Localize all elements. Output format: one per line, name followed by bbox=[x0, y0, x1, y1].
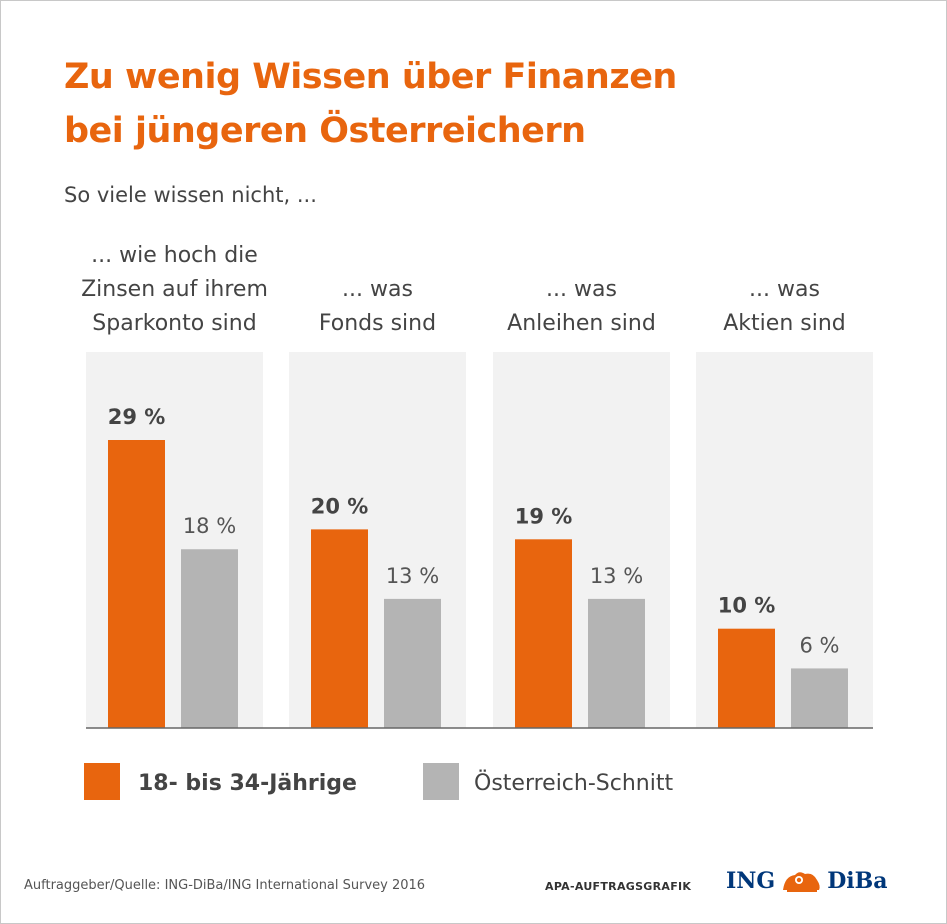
chart-title: Zu wenig Wissen über Finanzen bei jünger… bbox=[64, 50, 904, 158]
data-label: 20 % bbox=[311, 494, 369, 518]
legend-swatch-average bbox=[423, 763, 459, 800]
chart-subtitle: So viele wissen nicht, ... bbox=[64, 183, 317, 207]
bar-young bbox=[108, 440, 165, 728]
category-label: ... was bbox=[546, 277, 617, 302]
category-label: ... was bbox=[342, 277, 413, 302]
category-label: Fonds sind bbox=[319, 311, 436, 336]
bar-young bbox=[515, 539, 572, 728]
data-label: 19 % bbox=[515, 504, 573, 528]
data-label: 18 % bbox=[183, 514, 236, 538]
bar-average bbox=[384, 598, 441, 728]
category-label: Aktien sind bbox=[723, 311, 845, 336]
legend-swatch-young bbox=[84, 763, 120, 800]
category-label: ... wie hoch die bbox=[91, 243, 258, 268]
data-label: 6 % bbox=[800, 633, 840, 657]
bar-young bbox=[718, 628, 775, 728]
category-label: Anleihen sind bbox=[507, 311, 656, 336]
category-label: ... was bbox=[749, 277, 820, 302]
category-label: Sparkonto sind bbox=[92, 311, 256, 336]
source-note: Auftraggeber/Quelle: ING-DiBa/ING Intern… bbox=[24, 878, 426, 893]
data-label: 13 % bbox=[386, 564, 439, 588]
bar-average bbox=[588, 598, 645, 728]
ing-diba-logo: ING DiBa bbox=[726, 866, 888, 896]
data-label: 29 % bbox=[108, 405, 166, 429]
data-label: 10 % bbox=[718, 594, 776, 618]
title-line-1: Zu wenig Wissen über Finanzen bbox=[64, 57, 677, 97]
bar-average bbox=[181, 549, 238, 728]
bar-young bbox=[311, 529, 368, 728]
title-line-2: bei jüngeren Österreichern bbox=[64, 111, 586, 151]
bar-chart: ... wie hoch die Zinsen auf ihrem Sparkont… bbox=[81, 243, 873, 800]
logo-text-left: ING bbox=[726, 868, 776, 894]
credit-note: APA-AUFTRAGSGRAFIK bbox=[545, 880, 692, 893]
lion-icon bbox=[783, 872, 820, 892]
logo-text-right: DiBa bbox=[827, 868, 888, 894]
legend-label-young: 18- bis 34-Jährige bbox=[138, 771, 357, 796]
data-label: 13 % bbox=[590, 564, 643, 588]
category-label: Zinsen auf ihrem bbox=[81, 277, 268, 302]
bar-average bbox=[791, 668, 848, 728]
legend-label-average: Österreich-Schnitt bbox=[474, 770, 673, 796]
